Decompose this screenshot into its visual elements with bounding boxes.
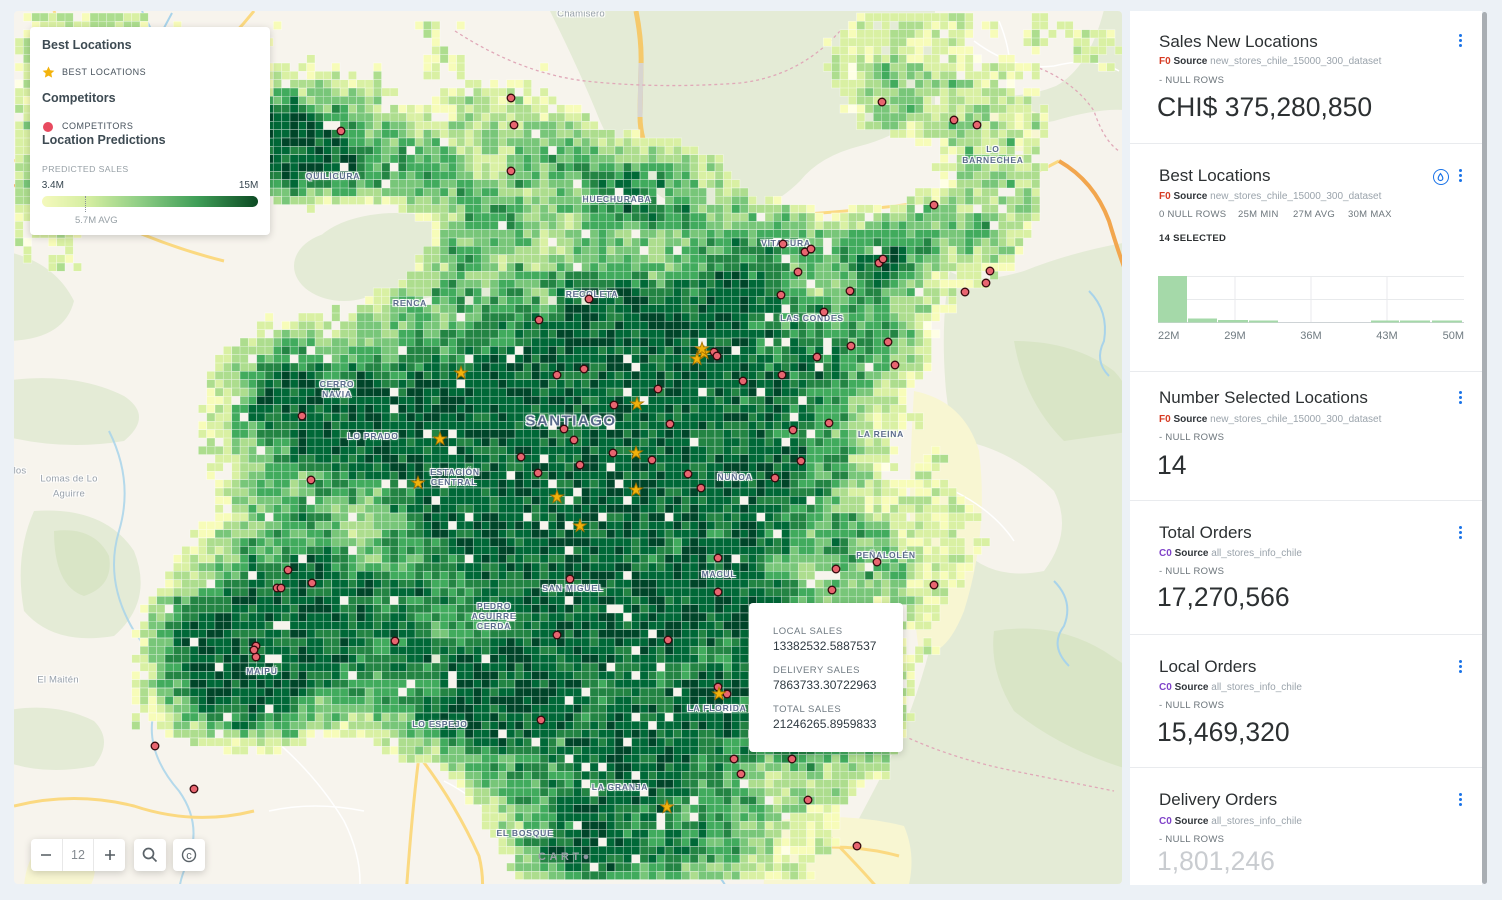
svg-text:43M: 43M: [1376, 330, 1397, 340]
svg-text:36M: 36M: [1300, 330, 1321, 340]
svg-text:50M: 50M: [1443, 330, 1464, 340]
svg-text:29M: 29M: [1224, 330, 1245, 340]
svg-text:22M: 22M: [1158, 330, 1179, 340]
svg-text:c: c: [186, 850, 192, 862]
